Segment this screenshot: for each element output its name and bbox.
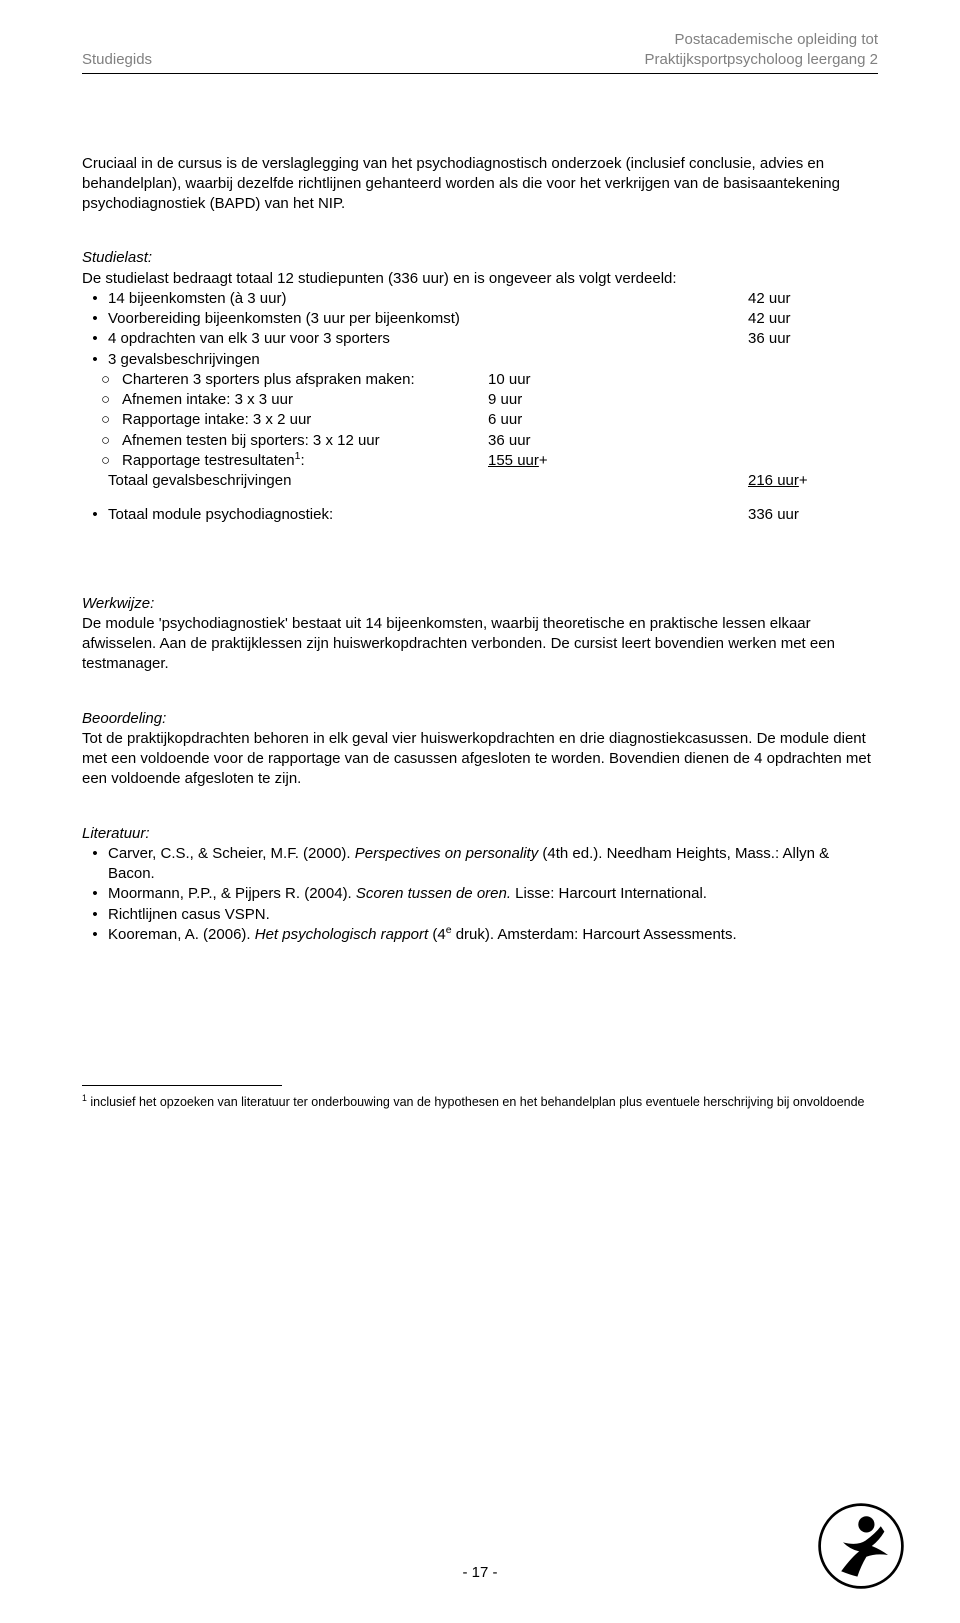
studielast-subitem: ○ Rapportage testresultaten1: 155 uur+: [82, 451, 878, 471]
item-value: 42 uur: [748, 289, 878, 309]
intro-paragraph: Cruciaal in de cursus is de verslagleggi…: [82, 154, 878, 215]
footnote-text: inclusief het opzoeken van literatuur te…: [87, 1095, 865, 1109]
lit-text: Kooreman, A. (2006). Het psychologisch r…: [108, 925, 737, 945]
studielast-list: • 14 bijeenkomsten (à 3 uur) 42 uur • Vo…: [82, 289, 878, 370]
item-label: 4 opdrachten van elk 3 uur voor 3 sporte…: [108, 329, 488, 349]
studielast-subitem: ○ Charteren 3 sporters plus afspraken ma…: [82, 370, 878, 390]
item-label: Voorbereiding bijeenkomsten (3 uur per b…: [108, 309, 488, 329]
studielast-total-list: • Totaal module psychodiagnostiek: 336 u…: [82, 505, 878, 525]
studielast-subitem: ○ Rapportage intake: 3 x 2 uur 6 uur: [82, 410, 878, 430]
studielast-intro: De studielast bedraagt totaal 12 studiep…: [82, 269, 878, 289]
subitem-value: 6 uur: [488, 410, 748, 430]
item-label: 3 gevalsbeschrijvingen: [108, 350, 878, 370]
literatuur-item: • Kooreman, A. (2006). Het psychologisch…: [82, 925, 878, 945]
subitem-label: Afnemen intake: 3 x 3 uur: [122, 390, 488, 410]
subitem-value: 155 uur+: [488, 451, 748, 471]
literatuur-item: • Carver, C.S., & Scheier, M.F. (2000). …: [82, 844, 878, 885]
bullet-icon: •: [82, 505, 108, 525]
bullet-icon: •: [82, 884, 108, 904]
footnote: 1 inclusief het opzoeken van literatuur …: [82, 1094, 878, 1111]
ring-icon: ○: [82, 451, 122, 471]
studielast-subitem: ○ Afnemen intake: 3 x 3 uur 9 uur: [82, 390, 878, 410]
bullet-icon: •: [82, 350, 108, 370]
beoordeling-text: Tot de praktijkopdrachten behoren in elk…: [82, 729, 878, 790]
page-number: - 17 -: [462, 1564, 497, 1581]
total-label: Totaal module psychodiagnostiek:: [108, 505, 488, 525]
page: Studiegids Postacademische opleiding tot…: [0, 0, 960, 1623]
studielast-sublist: ○ Charteren 3 sporters plus afspraken ma…: [82, 370, 878, 471]
werkwijze-text: De module 'psychodiagnostiek' bestaat ui…: [82, 614, 878, 675]
studielast-item: • Voorbereiding bijeenkomsten (3 uur per…: [82, 309, 878, 329]
bullet-icon: •: [82, 925, 108, 945]
literatuur-heading-text: Literatuur: [82, 825, 145, 842]
studielast-subitem: ○ Afnemen testen bij sporters: 3 x 12 uu…: [82, 431, 878, 451]
subitem-value: 36 uur: [488, 431, 748, 451]
studielast-item: • 14 bijeenkomsten (à 3 uur) 42 uur: [82, 289, 878, 309]
literatuur-item: • Richtlijnen casus VSPN.: [82, 905, 878, 925]
bullet-icon: •: [82, 309, 108, 329]
studielast-subtotal: Totaal gevalsbeschrijvingen 216 uur+: [82, 471, 878, 491]
bullet-icon: •: [82, 905, 108, 925]
ring-icon: ○: [82, 431, 122, 451]
total-value: 336 uur: [748, 505, 878, 525]
werkwijze-heading: Werkwijze:: [82, 594, 878, 614]
literatuur-list: • Carver, C.S., & Scheier, M.F. (2000). …: [82, 844, 878, 945]
footnote-separator: [82, 1085, 282, 1086]
subitem-label: Charteren 3 sporters plus afspraken make…: [122, 370, 488, 390]
studielast-item: • 3 gevalsbeschrijvingen: [82, 350, 878, 370]
ring-icon: ○: [82, 390, 122, 410]
lit-text: Carver, C.S., & Scheier, M.F. (2000). Pe…: [108, 844, 878, 885]
beoordeling-heading: Beoordeling:: [82, 709, 878, 729]
subtotal-value: 216 uur+: [748, 471, 878, 491]
logo-icon: [816, 1501, 906, 1591]
ring-icon: ○: [82, 410, 122, 430]
subitem-value: 9 uur: [488, 390, 748, 410]
bullet-icon: •: [82, 289, 108, 309]
header-right-line2: Praktijksportpsycholoog leergang 2: [645, 50, 878, 70]
item-value: 42 uur: [748, 309, 878, 329]
lit-text: Richtlijnen casus VSPN.: [108, 905, 270, 925]
header-right-line1: Postacademische opleiding tot: [645, 30, 878, 50]
werkwijze-heading-text: Werkwijze: [82, 595, 150, 612]
studielast-item: • 4 opdrachten van elk 3 uur voor 3 spor…: [82, 329, 878, 349]
subitem-label: Afnemen testen bij sporters: 3 x 12 uur: [122, 431, 488, 451]
subtotal-label: Totaal gevalsbeschrijvingen: [108, 471, 488, 491]
item-value: 36 uur: [748, 329, 878, 349]
item-label: 14 bijeenkomsten (à 3 uur): [108, 289, 488, 309]
bullet-icon: •: [82, 844, 108, 864]
studielast-heading-text: Studielast: [82, 249, 148, 266]
page-header: Studiegids Postacademische opleiding tot…: [82, 30, 878, 74]
header-right: Postacademische opleiding tot Praktijksp…: [645, 30, 878, 71]
subitem-label: Rapportage intake: 3 x 2 uur: [122, 410, 488, 430]
lit-text: Moormann, P.P., & Pijpers R. (2004). Sco…: [108, 884, 707, 904]
studielast-total: • Totaal module psychodiagnostiek: 336 u…: [82, 505, 878, 525]
subitem-label: Rapportage testresultaten1:: [122, 451, 488, 471]
literatuur-item: • Moormann, P.P., & Pijpers R. (2004). S…: [82, 884, 878, 904]
ring-icon: ○: [82, 370, 122, 390]
beoordeling-heading-text: Beoordeling: [82, 710, 162, 727]
subitem-value: 10 uur: [488, 370, 748, 390]
studielast-heading: Studielast:: [82, 248, 878, 268]
bullet-icon: •: [82, 329, 108, 349]
literatuur-heading: Literatuur:: [82, 824, 878, 844]
header-left: Studiegids: [82, 50, 152, 70]
